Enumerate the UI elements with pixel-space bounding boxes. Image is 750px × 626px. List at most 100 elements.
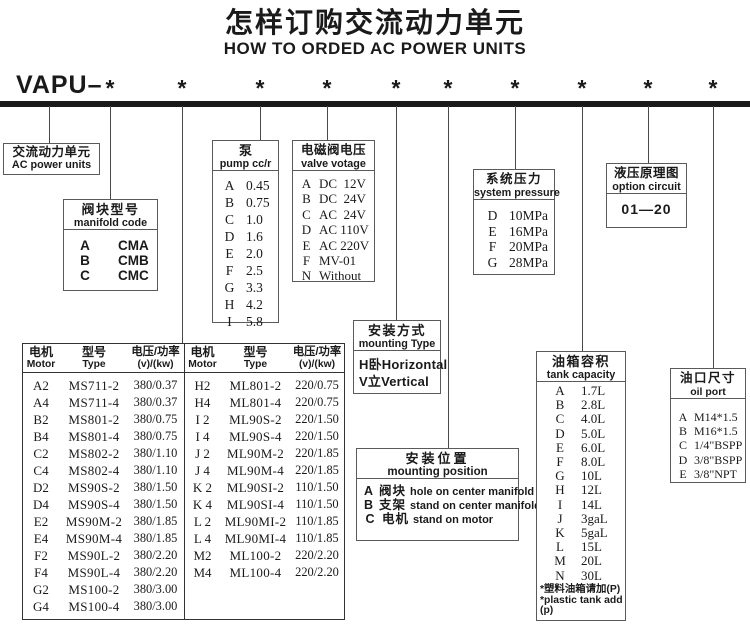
option-row: K 5gaL [555,525,608,541]
table-row: I 2 ML90S-2 220/1.50 [195,412,339,427]
col-vp-en: (v)/(kw) [137,359,174,370]
model-asterisk: * [643,75,653,101]
box-title-cn: 油口尺寸 [679,371,736,385]
option-row: D 1.6 [224,229,263,244]
option-row: I 14L [557,496,602,512]
connector-line [110,106,112,199]
connector-line [260,106,262,140]
connector-line [327,106,329,140]
option-row: G 10L [555,468,602,484]
option-row: C 电机 stand on motor [365,512,494,527]
motor-table-left: 电机 Motor 型号 Type 电压/功率 (v)/(kw) A2 MS711-2 38… [23,344,184,619]
option-row: B M16*1.5 [678,424,738,439]
motor-table-right: 电机 Motor 型号 Type 电压/功率 (v)/(kw) H2 ML801-2 22… [183,344,345,619]
option-row: C AC 24V [302,206,366,222]
box-title-en: oil port [690,386,726,398]
table-row: E2 MS90M-2 380/1.85 [33,514,178,529]
box-oil-port: 油口尺寸 oil port A M14*1.5 B M16*1.5 C 1/4"BSPP D… [670,368,746,483]
option-row: N 30L [555,567,602,583]
code-rule-bar [0,101,750,107]
table-row: F4 MS90L-4 380/2.20 [34,565,178,580]
option-row: E 16MPa [488,223,549,239]
option-list: H卧Horizontal V立Vertical [354,351,448,390]
page-subtitle: HOW TO ORDED AC POWER UNITS [223,39,527,58]
box-tank-capacity: 油箱容积 tank capacity A 1.7L B 2.8L C 4.0L D 5.0L E… [536,351,626,621]
option-row: D 10MPa [487,208,549,223]
option-list: D 10MPa E 16MPa F 20MPa G 28MPa [474,200,554,271]
tank-note: *plastic tank add [540,594,623,606]
option-row: F MV-01 [302,253,357,269]
box-mounting-position: 安装位置 mounting position A 阀块 hole on center… [356,448,541,541]
box-title-en: mounting position [387,466,488,478]
table-row: K 2 ML90SI-2 110/1.50 [192,480,339,495]
model-asterisk: * [255,75,265,101]
option-row: B 2.8L [555,397,606,413]
option-row: F 20MPa [488,239,549,255]
table-row: L 4 ML90MI-4 110/1.85 [193,531,339,546]
box-title-cn: 系统压力 [485,172,542,186]
option-row: C 4.0L [555,411,606,427]
connector-line [448,106,450,448]
option-row: A 1.7L [555,383,606,398]
model-asterisk: * [577,75,587,101]
option-row: A 阀块 hole on center manifold [364,484,535,499]
box-title-cn: 油箱容积 [551,354,610,369]
model-asterisk: * [177,75,187,101]
col-type-cn: 型号 [243,345,268,359]
box-mounting-type: 安装方式 mounting Type H卧Horizontal V立Vertica… [353,320,448,394]
box-title-en: option circuit [612,181,681,193]
box-title-en: AC power units [11,159,92,171]
box-ac-power-units: 交流动力单元 AC power units [3,143,100,175]
option-row: H 12L [555,482,602,498]
option-row: D 5.0L [555,425,606,441]
option-row: H卧Horizontal [359,357,448,372]
box-title-cn: 电磁阀电压 [300,143,366,157]
option-row: G 28MPa [487,255,549,271]
table-row: I 4 ML90S-4 220/1.50 [195,429,339,444]
option-row: I 5.8 [227,314,263,329]
col-motor-cn: 电机 [28,345,53,359]
option-row: C 1/4"BSPP [678,438,743,453]
option-row: F 2.5 [225,263,263,278]
connector-line [648,106,650,163]
table-row: D2 MS90S-2 380/1.50 [33,480,178,495]
table-row: C2 MS802-2 380/1.10 [33,446,178,461]
connector-line [582,106,584,351]
option-circuit-range: 01—20 [621,201,672,217]
option-row: A CMA [80,238,149,253]
option-row: A 0.45 [224,178,270,193]
option-list: A 1.7L B 2.8L C 4.0L D 5.0L E 6.0L F 8.0L G 10L H 12L I 1… [537,382,625,583]
box-title-en: pump cc/r [219,158,272,170]
table-row: G4 MS100-4 380/3.00 [33,599,178,614]
col-vp-cn: 电压/功率 [292,346,342,358]
option-row: B 0.75 [224,195,270,210]
table-row: L 2 ML90MI-2 110/1.85 [193,514,339,529]
table-row: D4 MS90S-4 380/1.50 [33,497,178,512]
motor-rows-right: H2 ML801-2 220/0.75 H4 ML801-4 220/0.75 I 2 ML9… [185,373,345,581]
table-row: C4 MS802-4 380/1.10 [33,463,178,478]
option-list: A M14*1.5 B M16*1.5 C 1/4"BSPP D 3/8"BSPP E 3/8"N… [671,399,745,481]
table-row: B4 MS801-4 380/0.75 [33,429,178,444]
motor-rows-left: A2 MS711-2 380/0.37 A4 MS711-4 380/0.37 B2 MS80… [23,373,184,615]
col-motor-cn: 电机 [190,345,215,359]
box-system-pressure: 系统压力 system pressure D 10MPa E 16MPa F 20MPa G… [473,169,560,275]
col-type-en: Type [243,359,268,370]
option-row: F 8.0L [556,454,606,470]
box-title-cn: 安装位置 [405,451,470,466]
connector-line [515,106,517,169]
option-row: L 15L [556,539,602,555]
table-row: E4 MS90M-4 380/1.85 [33,531,178,546]
table-row: M4 ML100-4 220/2.20 [193,565,339,580]
option-list: A DC 12V B DC 24V C AC 24V D AC 110V E AC 220V F MV… [293,171,374,284]
table-row: K 4 ML90SI-4 110/1.50 [192,497,339,512]
option-row: V立Vertical [359,374,429,389]
col-vp-en: (v)/(kw) [298,359,336,370]
box-title-en: manifold code [73,217,148,229]
table-row: A4 MS711-4 380/0.37 [33,395,178,410]
box-title-en: mounting Type [358,338,436,350]
col-motor-en: Motor [188,359,217,370]
option-row: A M14*1.5 [678,410,738,424]
table-row: M2 ML100-2 220/2.20 [193,548,339,563]
table-row: H2 ML801-2 220/0.75 [194,378,339,393]
